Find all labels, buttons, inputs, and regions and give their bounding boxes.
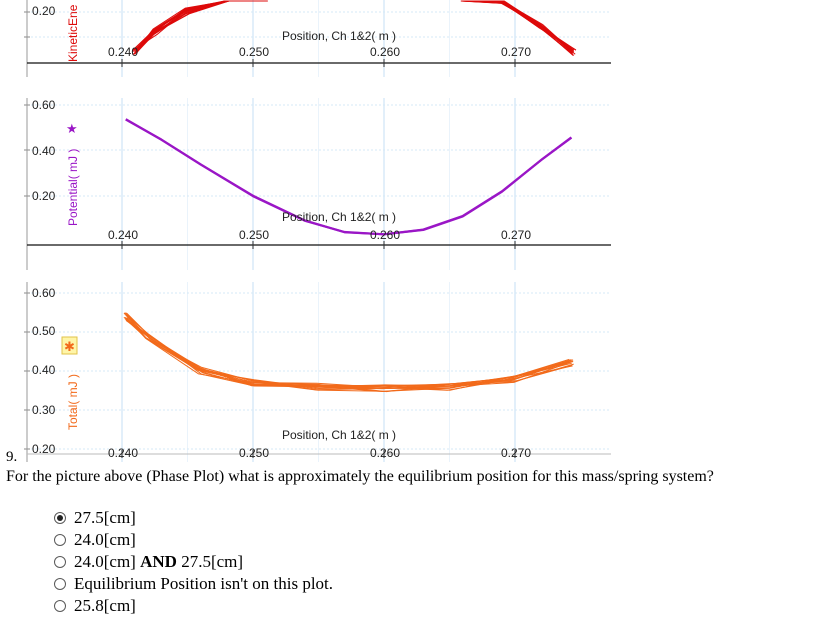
potential-ytick-2: 0.20 (32, 189, 56, 203)
series-line (136, 0, 267, 53)
answer-label-part: 24.0[cm] (74, 552, 141, 571)
total-xlabel: Position, Ch 1&2( m ) (282, 428, 396, 442)
total-energy-series (123, 312, 574, 393)
series-line (464, 0, 573, 52)
kinetic-ytick: 0.20 (32, 4, 56, 18)
series-line (464, 0, 573, 51)
radio-button[interactable] (54, 578, 66, 590)
radio-button[interactable] (54, 600, 66, 612)
x-tick-label: 0.240 (108, 45, 138, 59)
series-line (125, 118, 572, 236)
x-tick-label: 0.260 (370, 45, 400, 59)
x-tick-label: 0.270 (501, 446, 531, 460)
potential-ytick-0: 0.60 (32, 98, 56, 112)
x-tick-label: 0.260 (370, 446, 400, 460)
kinetic-energy-graph: 0.20 KineticEne Position, Ch 1&2( m ) 0.… (24, 0, 611, 77)
series-line (124, 318, 570, 392)
x-tick-label: 0.250 (239, 45, 269, 59)
x-tick-label: 0.250 (239, 446, 269, 460)
radio-button[interactable] (54, 512, 66, 524)
series-line (464, 0, 575, 52)
total-ytick-3: 0.30 (32, 403, 56, 417)
answer-option-5[interactable]: 25.8[cm] (54, 595, 333, 617)
potential-energy-series (125, 118, 573, 236)
radio-button[interactable] (54, 534, 66, 546)
x-tick-label: 0.250 (239, 228, 269, 242)
answer-label-bold: AND (140, 552, 177, 571)
total-ytick-2: 0.40 (32, 363, 56, 377)
x-tick-label: 0.260 (370, 228, 400, 242)
kinetic-xlabel: Position, Ch 1&2( m ) (282, 29, 396, 43)
x-tick-label: 0.240 (108, 228, 138, 242)
kinetic-ylabel: KineticEne (66, 4, 80, 62)
series-line (127, 319, 572, 388)
total-ylabel: Total( mJ ) (66, 374, 80, 430)
series-line (463, 0, 574, 51)
potential-ytick-1: 0.40 (32, 144, 56, 158)
potential-ylabel: Potential( mJ ) (66, 149, 80, 226)
potential-xlabel: Position, Ch 1&2( m ) (282, 210, 396, 224)
question-text: For the picture above (Phase Plot) what … (6, 468, 714, 485)
total-ytick-1: 0.50 (32, 324, 56, 338)
answer-label: Equilibrium Position isn't on this plot. (74, 574, 334, 593)
total-legend-box (61, 336, 78, 355)
total-ytick-4: 0.20 (32, 442, 56, 456)
answer-option-2[interactable]: 24.0[cm] (54, 529, 333, 551)
answer-option-3[interactable]: 24.0[cm] AND 27.5[cm] (54, 551, 333, 573)
star-icon: ★ (66, 121, 78, 136)
answer-label: 24.0[cm] (74, 530, 136, 549)
asterisk-icon: ✱ (64, 339, 75, 354)
answer-options: 27.5[cm] 24.0[cm] 24.0[cm] AND 27.5[cm] … (54, 507, 333, 617)
phase-plot-area: 0.20 KineticEne Position, Ch 1&2( m ) 0.… (24, 0, 611, 462)
answer-label-part: 27.5[cm] (176, 552, 244, 571)
answer-option-1[interactable]: 27.5[cm] (54, 507, 333, 529)
x-tick-label: 0.270 (501, 45, 531, 59)
total-energy-graph: 0.60 0.50 0.40 0.30 0.20 Total( mJ ) ✱ P… (24, 282, 611, 462)
series-line (126, 318, 574, 387)
x-tick-label: 0.270 (501, 228, 531, 242)
total-ytick-0: 0.60 (32, 286, 56, 300)
radio-button[interactable] (54, 556, 66, 568)
question-number: 9. (6, 449, 18, 465)
x-tick-label: 0.240 (108, 446, 138, 460)
answer-option-4[interactable]: Equilibrium Position isn't on this plot. (54, 573, 333, 595)
kinetic-energy-series (132, 0, 577, 56)
answer-label: 27.5[cm] (74, 508, 136, 527)
series-line (461, 0, 574, 51)
potential-energy-graph: 0.60 0.40 0.20 Potential( mJ ) ★ Positio… (24, 98, 611, 270)
series-line (461, 0, 575, 51)
series-line (460, 0, 574, 51)
series-line (123, 312, 574, 388)
answer-label: 25.8[cm] (74, 596, 136, 615)
